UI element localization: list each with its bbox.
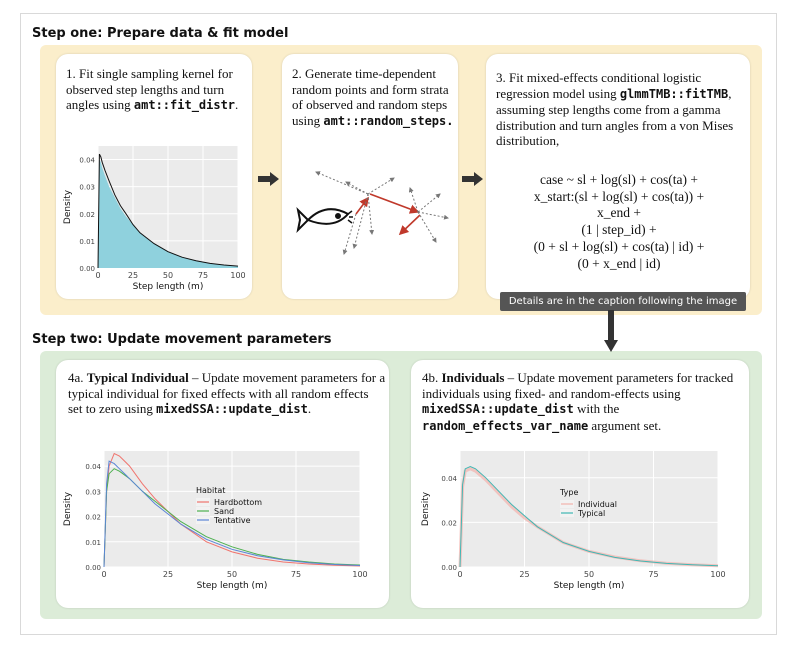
card4b-mid: with the — [573, 401, 620, 416]
chart-fit-kernel: 0 25 50 75 100 0.00 0.01 0.02 0.03 0.04 Step lengt… — [63, 146, 246, 292]
x-tick-label: 50 — [163, 271, 173, 280]
x-tick-label: 50 — [227, 570, 237, 579]
x-tick-label: 100 — [352, 570, 367, 579]
x-tick-label: 50 — [584, 570, 594, 579]
legend-entry: Typical — [577, 509, 605, 518]
card1-text: 1. Fit single sampling kernel for observ… — [66, 66, 250, 114]
formula-line: case ~ sl + log(sl) + cos(ta) + — [540, 172, 698, 187]
y-tick-label: 0.03 — [79, 184, 95, 192]
y-tick-label: 0.00 — [79, 265, 95, 273]
x-tick-label: 25 — [163, 570, 173, 579]
y-tick-label: 0.02 — [79, 211, 95, 219]
density-line — [103, 468, 361, 568]
card-fit-model — [486, 54, 750, 299]
card4b-code-2: random_effects_var_name — [422, 418, 589, 433]
chart-individuals: 0 25 50 75 100 0.00 0.02 0.04 Step length (m) Den… — [421, 451, 726, 591]
y-tick-label: 0.04 — [79, 157, 95, 165]
x-tick-label: 25 — [519, 570, 529, 579]
x-tick-label: 25 — [128, 271, 138, 280]
card1-suffix: . — [235, 97, 239, 112]
legend-entry: Hardbottom — [214, 498, 262, 507]
card4a-suffix: . — [307, 401, 312, 416]
card3-code: glmmTMB::fitTMB — [619, 86, 729, 101]
x-axis-label: Step length (m) — [554, 581, 625, 591]
density-area — [98, 159, 238, 268]
x-tick-label: 75 — [291, 570, 301, 579]
card4a-code: mixedSSA::update_dist — [156, 402, 308, 416]
y-tick-label: 0.04 — [441, 475, 457, 483]
y-axis-label: Density — [63, 491, 73, 526]
formula-line: (0 + x_end | id) — [577, 255, 661, 271]
card4b-text-end: argument set. — [588, 417, 662, 433]
formula-line: x_start:(sl + log(sl) + cos(ta)) + — [533, 188, 705, 204]
legend-entry: Sand — [214, 507, 234, 516]
legend-title: Type — [559, 488, 578, 497]
arrow-down-icon — [604, 310, 618, 352]
random-steps-illustration — [296, 171, 449, 255]
x-tick-label: 0 — [101, 570, 106, 579]
y-tick-label: 0.01 — [79, 238, 95, 246]
x-tick-label: 75 — [648, 570, 658, 579]
card4b-code-1: mixedSSA::update_dist — [422, 402, 574, 416]
y-axis-label: Density — [421, 491, 431, 526]
card-random-steps — [282, 54, 458, 299]
density-line — [459, 466, 719, 568]
random-steps — [315, 171, 449, 255]
observed-steps — [355, 193, 421, 236]
card1-code: amt::fit_distr — [133, 98, 236, 112]
arrow-right-icon — [258, 172, 279, 186]
card4a-text: 4a. Typical Individual – Update movement… — [68, 370, 386, 418]
model-formula: case ~ sl + log(sl) + cos(ta) + x_start:… — [490, 172, 748, 272]
density-line — [97, 153, 239, 269]
x-tick-label: 0 — [95, 271, 100, 280]
card4a-title: Typical Individual — [86, 370, 189, 385]
arrow-right-icon — [462, 172, 483, 186]
legend-entry: Tentative — [213, 516, 251, 525]
x-tick-label: 0 — [457, 570, 462, 579]
density-line — [103, 460, 361, 568]
formula-line: (1 | step_id) + — [581, 222, 657, 238]
card3-description: 3. Fit mixed-effects conditional logisti… — [496, 70, 702, 101]
card4b-title: Individuals — [441, 370, 505, 385]
card3-description-end: , assuming step lengths come from a gamm… — [496, 85, 734, 149]
card4b-text: 4b. Individuals – Update movement parame… — [422, 370, 744, 434]
step-one-heading: Step one: Prepare data & fit model — [32, 26, 289, 41]
legend-title: Habitat — [196, 486, 225, 495]
y-tick-label: 0.00 — [85, 564, 101, 572]
y-tick-label: 0.03 — [85, 488, 101, 496]
x-axis-label: Step length (m) — [133, 282, 204, 292]
x-tick-label: 100 — [230, 271, 245, 280]
formula-line: x_end + — [597, 205, 641, 221]
card2-code: amt::random_steps. — [323, 113, 454, 128]
legend-entry: Individual — [578, 500, 617, 509]
y-tick-label: 0.01 — [85, 539, 101, 547]
x-tick-label: 100 — [710, 570, 725, 579]
card2-description: 2. Generate time-dependent random points… — [292, 66, 449, 128]
x-tick-label: 75 — [198, 271, 208, 280]
y-tick-label: 0.04 — [85, 463, 101, 471]
formula-line: (0 + sl + log(sl) + cos(ta) | id) + — [533, 238, 705, 254]
card3-text: 3. Fit mixed-effects conditional logisti… — [496, 70, 746, 149]
fish-icon — [296, 206, 353, 234]
card4b-prefix: 4b. — [422, 370, 439, 385]
y-tick-label: 0.02 — [85, 514, 101, 522]
x-axis-label: Step length (m) — [197, 581, 268, 591]
card4a-prefix: 4a. — [68, 370, 84, 385]
card2-text: 2. Generate time-dependent random points… — [292, 66, 456, 129]
card1-description: 1. Fit single sampling kernel for observ… — [66, 66, 233, 112]
y-axis-label: Density — [63, 189, 73, 224]
caption-tooltip: Details are in the caption following the… — [500, 292, 746, 311]
y-tick-label: 0.00 — [441, 564, 457, 572]
chart-typical-individual: 0 25 50 75 100 0.00 0.01 0.02 0.03 0.04 Step lengt… — [63, 451, 368, 591]
card4a-description: – Update movement parameters for a typic… — [68, 370, 386, 416]
step-two-heading: Step two: Update movement parameters — [32, 332, 332, 347]
card4b-description: – Update movement parameters for tracked… — [422, 370, 734, 401]
y-tick-label: 0.02 — [441, 519, 457, 527]
